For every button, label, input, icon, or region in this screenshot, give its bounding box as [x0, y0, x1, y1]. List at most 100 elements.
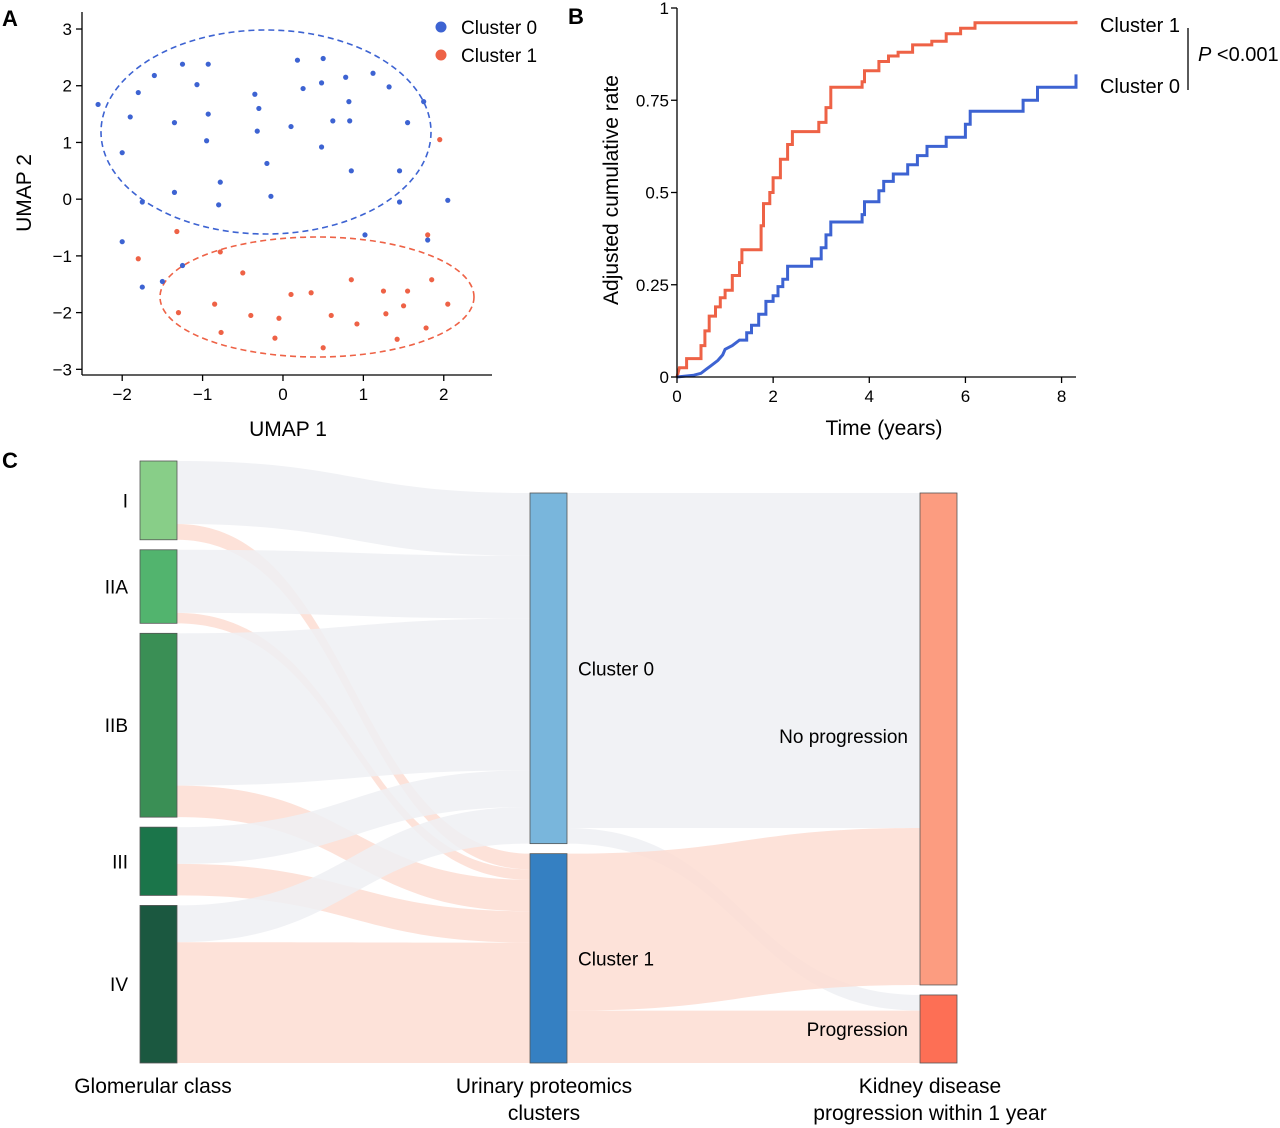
x-tick-label: 2 — [768, 387, 777, 406]
sankey-node-label-P: Progression — [807, 1020, 908, 1041]
scatter-point-cluster-0-10 — [252, 91, 258, 97]
sankey-node-IIA — [139, 549, 178, 624]
scatter-point-cluster-0-17 — [288, 123, 294, 130]
scatter-point-cluster-0-12 — [254, 128, 260, 134]
scatter-point-cluster-1-15 — [328, 312, 334, 319]
sankey-nodes — [139, 460, 958, 1064]
scatter-point-cluster-0-0 — [95, 101, 101, 108]
panel-label-b: B — [568, 4, 584, 29]
sankey-node-I — [139, 460, 178, 541]
x-tick-label: −1 — [193, 385, 212, 404]
sankey-axis-label-glomerular-class: Glomerular class — [74, 1075, 232, 1098]
scatter-points — [95, 55, 451, 351]
scatter-point-cluster-0-43 — [362, 232, 368, 238]
cluster-0-ellipse — [100, 29, 432, 235]
scatter-point-cluster-1-5 — [240, 270, 246, 276]
sankey-node-label-IIA: IIA — [105, 578, 129, 599]
scatter-point-cluster-0-11 — [256, 105, 262, 112]
scatter-point-cluster-1-20 — [394, 336, 400, 342]
sankey-link-IIA-C0 — [177, 549, 530, 619]
y-tick-label: 2 — [63, 77, 72, 96]
sankey-link-C0-NP — [567, 493, 920, 828]
x-tick-label: 4 — [865, 387, 874, 406]
series-line-cluster-1 — [675, 20, 1078, 378]
scatter-point-cluster-0-38 — [268, 193, 274, 199]
y-axis-label-rate: Adjusted cumulative rate — [600, 75, 623, 305]
y-tick-label: 1 — [660, 0, 669, 18]
scatter-point-cluster-1-18 — [380, 288, 387, 294]
scatter-point-cluster-0-18 — [300, 85, 306, 92]
scatter-point-cluster-1-11 — [276, 315, 282, 321]
cluster-1-ellipse — [159, 236, 475, 358]
sankey-link-C1-P — [567, 1010, 920, 1063]
y-tick-label: 0 — [660, 368, 669, 387]
sankey-axis-label-proteomics: Urinary proteomics clusters — [456, 1075, 632, 1125]
scatter-point-cluster-0-26 — [348, 168, 354, 174]
sankey-node-label-IV: IV — [110, 975, 128, 996]
scatter-point-cluster-0-36 — [139, 199, 145, 205]
scatter-point-cluster-1-17 — [354, 321, 360, 327]
scatter-point-cluster-1-6 — [175, 310, 182, 316]
scatter-point-cluster-1-22 — [404, 288, 411, 294]
scatter-point-cluster-0-39 — [119, 239, 125, 245]
scatter-point-cluster-0-30 — [396, 168, 403, 174]
sankey-axis-label-progression: Kidney disease progression within 1 year — [813, 1075, 1046, 1125]
scatter-point-cluster-1-7 — [212, 301, 218, 307]
scatter-axes: −2 −1 0 1 2 −3 −2 −1 0 1 2 3 — [53, 12, 492, 404]
x-axis-label-umap1: UMAP 1 — [249, 418, 327, 441]
sankey-link-I-C0 — [177, 461, 530, 556]
scatter-point-cluster-0-8 — [205, 111, 211, 117]
sankey-links — [177, 461, 920, 1063]
scatter-point-cluster-0-20 — [320, 55, 326, 62]
scatter-point-cluster-1-23 — [423, 325, 429, 331]
legend-cluster-1-marker — [435, 49, 447, 61]
panel-label-a: A — [2, 6, 18, 31]
scatter-point-cluster-0-29 — [404, 120, 411, 126]
sankey-node-P — [919, 994, 958, 1064]
scatter-point-cluster-0-15 — [216, 202, 222, 208]
legend-cluster-0-label: Cluster 0 — [461, 18, 537, 39]
x-tick-label: 2 — [439, 385, 448, 404]
sankey-node-IV — [139, 905, 178, 1064]
y-tick-label: −3 — [53, 360, 72, 379]
y-tick-label: 0 — [63, 190, 72, 209]
scatter-point-cluster-0-6 — [194, 82, 200, 88]
scatter-point-cluster-0-42 — [179, 262, 186, 269]
scatter-point-cluster-1-19 — [383, 311, 389, 317]
line-label-cluster-0: Cluster 0 — [1100, 76, 1180, 98]
x-tick-label: 0 — [672, 387, 681, 406]
y-tick-label: 0.25 — [636, 276, 669, 295]
sankey-link-IV-C0 — [177, 807, 530, 943]
y-tick-label: −2 — [53, 304, 72, 323]
sankey-node-label-IIB: IIB — [105, 716, 128, 737]
x-tick-label: −2 — [113, 385, 132, 404]
scatter-point-cluster-1-14 — [320, 345, 326, 351]
sankey-node-label-C0: Cluster 0 — [578, 659, 654, 680]
y-tick-label: 1 — [63, 133, 72, 152]
scatter-point-cluster-1-10 — [272, 335, 278, 341]
scatter-point-cluster-1-3 — [174, 228, 180, 235]
scatter-point-cluster-1-13 — [308, 290, 314, 296]
scatter-point-cluster-1-9 — [248, 312, 254, 319]
scatter-point-cluster-0-19 — [318, 80, 325, 86]
sankey-link-C1-NP — [567, 827, 920, 1011]
scatter-point-cluster-0-9 — [204, 138, 210, 144]
cumulative-rate-lines — [675, 20, 1078, 379]
scatter-point-cluster-0-25 — [347, 118, 353, 124]
sankey-node-III — [139, 826, 178, 896]
x-tick-label: 1 — [359, 385, 368, 404]
scatter-point-cluster-0-22 — [330, 118, 336, 124]
p-value-annotation: P <0.001 — [1198, 44, 1279, 66]
scatter-point-cluster-0-4 — [171, 120, 178, 126]
sankey-link-IIB-C1 — [177, 785, 530, 912]
scatter-point-cluster-1-1 — [425, 232, 431, 238]
sankey-node-label-NP: No progression — [779, 727, 908, 748]
scatter-point-cluster-0-23 — [343, 74, 349, 80]
sankey-node-NP — [919, 492, 958, 986]
scatter-point-cluster-0-37 — [171, 189, 178, 195]
scatter-point-cluster-0-16 — [294, 57, 301, 63]
panel-label-c: C — [2, 448, 18, 473]
sankey-link-III-C1 — [177, 863, 530, 943]
scatter-point-cluster-0-35 — [119, 150, 125, 156]
line-label-cluster-1: Cluster 1 — [1100, 15, 1180, 37]
